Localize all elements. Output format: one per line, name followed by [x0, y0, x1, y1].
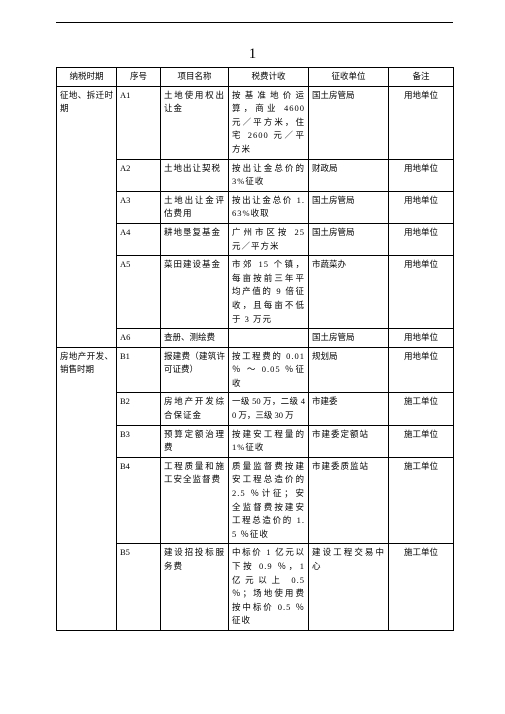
table-row: 征地、拆迁时期 A1 土地使用权出让金 按基准地价运算，商业 4600 元／平方… [57, 86, 454, 159]
unit-cell: 国土房管局 [309, 329, 389, 348]
unit-cell: 市建委定额站 [309, 425, 389, 457]
calc-cell [229, 329, 309, 348]
seq-cell: B4 [117, 457, 161, 544]
seq-cell: A5 [117, 256, 161, 329]
table-row: A3 土地出让金评估费用 按出让金总价 1.63%收取 国土房管局 用地单位 [57, 191, 454, 223]
col-calc: 税费计收 [229, 68, 309, 87]
note-cell: 施工单位 [389, 393, 454, 425]
seq-cell: B2 [117, 393, 161, 425]
unit-cell: 建设工程交易中心 [309, 544, 389, 631]
table-row: B3 预算定额治理费 按建安工程量的 1%征收 市建委定额站 施工单位 [57, 425, 454, 457]
table-row: 房地产开发、销售时期 B1 报建费（建筑许可证费） 按工程费的 0.01 ％ ～… [57, 347, 454, 393]
table-row: A5 菜田建设基金 市郊 15 个镇，每亩按前三年平均产值的 9 倍征收，且每亩… [57, 256, 454, 329]
calc-cell: 按出让金总价的 3%征收 [229, 159, 309, 191]
note-cell: 施工单位 [389, 425, 454, 457]
calc-cell: 按基准地价运算，商业 4600 元／平方米，住宅 2600 元／平方米 [229, 86, 309, 159]
note-cell: 施工单位 [389, 457, 454, 544]
name-cell: 工程质量和施工安全监督费 [161, 457, 229, 544]
tax-table: 纳税时期 序号 项目名称 税费计收 征收单位 备注 征地、拆迁时期 A1 土地使… [56, 67, 454, 631]
calc-cell: 按建安工程量的 1%征收 [229, 425, 309, 457]
name-cell: 建设招投标服务费 [161, 544, 229, 631]
unit-cell: 国土房管局 [309, 86, 389, 159]
calc-cell: 质量监督费按建安工程总造价的 2.5 ％计征；安全监督费按建安工程总造价的 1.… [229, 457, 309, 544]
col-period: 纳税时期 [57, 68, 117, 87]
calc-cell: 中标价 1 亿元以下按 0.9 ％，1 亿元以上 0.5 ％；场地使用费按中标价… [229, 544, 309, 631]
period-cell: 房地产开发、销售时期 [57, 347, 117, 630]
calc-cell: 市郊 15 个镇，每亩按前三年平均产值的 9 倍征收，且每亩不低于 3 万元 [229, 256, 309, 329]
note-cell: 用地单位 [389, 347, 454, 393]
table-row: B5 建设招投标服务费 中标价 1 亿元以下按 0.9 ％，1 亿元以上 0.5… [57, 544, 454, 631]
name-cell: 报建费（建筑许可证费） [161, 347, 229, 393]
note-cell: 用地单位 [389, 86, 454, 159]
col-name: 项目名称 [161, 68, 229, 87]
seq-cell: A3 [117, 191, 161, 223]
tax-table-wrapper: 纳税时期 序号 项目名称 税费计收 征收单位 备注 征地、拆迁时期 A1 土地使… [56, 67, 453, 631]
name-cell: 查册、测绘费 [161, 329, 229, 348]
unit-cell: 市建委 [309, 393, 389, 425]
note-cell: 用地单位 [389, 256, 454, 329]
note-cell: 用地单位 [389, 329, 454, 348]
unit-cell: 规划局 [309, 347, 389, 393]
note-cell: 用地单位 [389, 223, 454, 255]
name-cell: 土地出让金评估费用 [161, 191, 229, 223]
name-cell: 预算定额治理费 [161, 425, 229, 457]
seq-cell: B3 [117, 425, 161, 457]
table-row: B2 房地产开发综合保证金 一级 50 万，二级 40 万，三级 30 万 市建… [57, 393, 454, 425]
note-cell: 施工单位 [389, 544, 454, 631]
calc-cell: 按工程费的 0.01 ％ ～ 0.05 ％征收 [229, 347, 309, 393]
name-cell: 耕地垦复基金 [161, 223, 229, 255]
table-row: B4 工程质量和施工安全监督费 质量监督费按建安工程总造价的 2.5 ％计征；安… [57, 457, 454, 544]
seq-cell: B1 [117, 347, 161, 393]
header-row: 纳税时期 序号 项目名称 税费计收 征收单位 备注 [57, 68, 454, 87]
calc-cell: 广州市区按 25 元／平方米 [229, 223, 309, 255]
unit-cell: 财政局 [309, 159, 389, 191]
name-cell: 土地出让契税 [161, 159, 229, 191]
unit-cell: 市建委质监站 [309, 457, 389, 544]
page-number: 1 [0, 46, 505, 63]
seq-cell: B5 [117, 544, 161, 631]
period-cell: 征地、拆迁时期 [57, 86, 117, 347]
unit-cell: 国土房管局 [309, 191, 389, 223]
unit-cell: 市蔬菜办 [309, 256, 389, 329]
seq-cell: A6 [117, 329, 161, 348]
name-cell: 菜田建设基金 [161, 256, 229, 329]
seq-cell: A2 [117, 159, 161, 191]
table-row: A4 耕地垦复基金 广州市区按 25 元／平方米 国土房管局 用地单位 [57, 223, 454, 255]
table-row: A2 土地出让契税 按出让金总价的 3%征收 财政局 用地单位 [57, 159, 454, 191]
seq-cell: A4 [117, 223, 161, 255]
seq-cell: A1 [117, 86, 161, 159]
calc-cell: 一级 50 万，二级 40 万，三级 30 万 [229, 393, 309, 425]
page: 1 纳税时期 序号 项目名称 税费计收 征收单位 备注 征地、拆迁时期 [0, 0, 505, 714]
col-seq: 序号 [117, 68, 161, 87]
table-row: A6 查册、测绘费 国土房管局 用地单位 [57, 329, 454, 348]
name-cell: 土地使用权出让金 [161, 86, 229, 159]
col-note: 备注 [389, 68, 454, 87]
calc-cell: 按出让金总价 1.63%收取 [229, 191, 309, 223]
unit-cell: 国土房管局 [309, 223, 389, 255]
name-cell: 房地产开发综合保证金 [161, 393, 229, 425]
note-cell: 用地单位 [389, 159, 454, 191]
note-cell: 用地单位 [389, 191, 454, 223]
col-unit: 征收单位 [309, 68, 389, 87]
header-rule [56, 22, 453, 23]
